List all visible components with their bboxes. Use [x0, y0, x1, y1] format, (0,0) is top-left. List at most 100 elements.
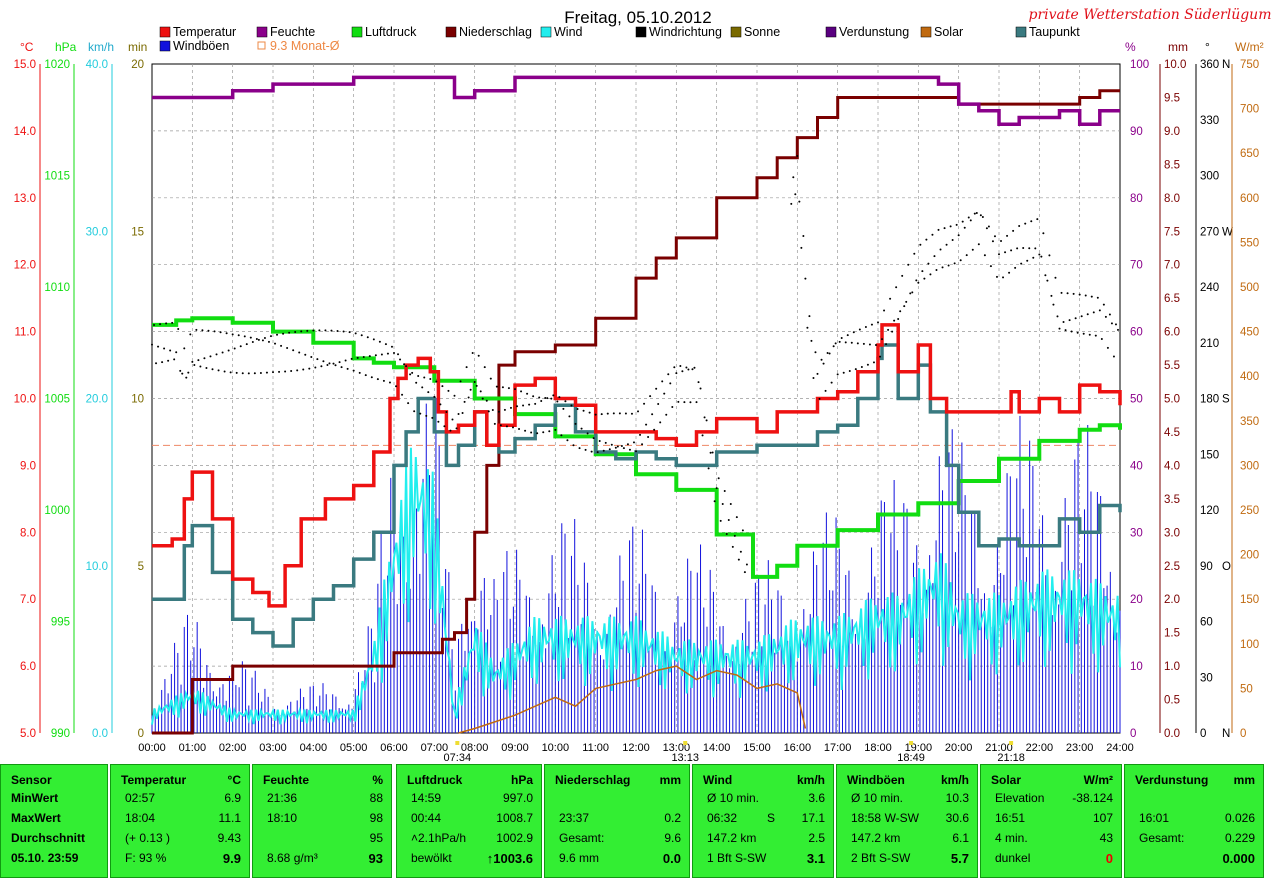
wind-direction-dot: [941, 266, 944, 269]
wind-direction-dot: [895, 286, 898, 289]
wind-direction-dot: [199, 365, 202, 368]
wind-direction-dot: [850, 341, 853, 344]
stats-unit: mm: [1233, 773, 1255, 787]
weather-chart: Freitag, 05.10.2012 private Wetterstatio…: [14, 7, 1272, 762]
wind-direction-dot: [431, 416, 434, 419]
wind-direction-dot: [1034, 247, 1037, 250]
wind-direction-dot: [441, 385, 444, 388]
wind-direction-dot: [421, 386, 424, 389]
wind-direction-dot: [632, 441, 635, 444]
wind-direction-dot: [1080, 315, 1083, 318]
wind-direction-dot: [1072, 292, 1075, 295]
wind-direction-dot: [977, 243, 980, 246]
wind-direction-dot: [852, 331, 855, 334]
x-marker-label: 18:49: [897, 752, 925, 762]
wind-direction-dot: [967, 216, 970, 219]
wind-direction-dot: [1056, 315, 1059, 318]
wind-direction-dot: [437, 420, 440, 423]
stats-row-value: 997.0: [502, 791, 533, 805]
wind-direction-dot: [360, 334, 363, 337]
stats-row-value: 30.6: [945, 811, 969, 825]
sun-unit-label: min: [128, 40, 147, 54]
wind-direction-dot: [505, 425, 508, 428]
wind-direction-dot: [332, 362, 335, 365]
wind-direction-dot: [705, 419, 708, 422]
compass-label: S: [1222, 394, 1230, 406]
solar-tick-label: 650: [1240, 148, 1259, 160]
wind-direction-dot: [241, 372, 244, 375]
wind-direction-dot: [322, 360, 325, 363]
rain-tick-label: 10.0: [1164, 59, 1186, 71]
wind-direction-dot: [1090, 295, 1093, 298]
wind-direction-dot: [657, 402, 660, 405]
hum-unit-label: %: [1125, 40, 1136, 54]
wind-direction-dot: [881, 338, 884, 341]
wind-direction-dot: [308, 367, 311, 370]
legend-label: Windböen: [173, 39, 229, 53]
wind-direction-dot: [338, 361, 341, 364]
x-tick-label: 21:00: [985, 742, 1013, 754]
wind-direction-dot: [544, 396, 547, 399]
wind-direction-dot: [628, 448, 631, 451]
legend-swatch: [920, 26, 932, 38]
wind-direction-dot: [151, 343, 153, 346]
wind-direction-dot: [574, 422, 577, 425]
wind-direction-dot: [554, 428, 557, 431]
wind-direction-dot: [943, 227, 946, 230]
wind-direction-dot: [818, 397, 821, 400]
compass-label: N: [1222, 728, 1230, 740]
wind-direction-dot: [1058, 327, 1061, 330]
wind-direction-dot: [380, 353, 383, 356]
wind-direction-dot: [846, 334, 849, 337]
wind-direction-dot: [372, 338, 375, 341]
legend-swatch: [825, 26, 837, 38]
wind-direction-dot: [348, 331, 351, 334]
wind-direction-dot: [161, 361, 164, 364]
wind-direction-dot: [659, 421, 662, 424]
wind-direction-dot: [1062, 321, 1065, 324]
wind-direction-dot: [193, 363, 196, 366]
wind-direction-dot: [715, 487, 718, 490]
wind-direction-dot: [711, 451, 714, 454]
wind-direction-dot: [267, 340, 270, 343]
wind-direction-dot: [669, 382, 672, 385]
stats-row-label: Elevation: [995, 791, 1045, 805]
stats-row-label: Ø 10 min.: [851, 791, 904, 805]
hum-tick-label: 30: [1130, 527, 1143, 539]
wind-direction-dot: [225, 332, 228, 335]
wind-direction-dot: [925, 238, 928, 241]
wind-direction-dot: [181, 372, 184, 375]
wind-direction-dot: [185, 376, 188, 379]
stats-row-label: MaxWert: [11, 811, 61, 825]
stats-row-label: Gesamt:: [559, 831, 605, 845]
wind-direction-dot: [167, 359, 170, 362]
wind-direction-dot: [935, 268, 938, 271]
wind-direction-dot: [745, 563, 748, 566]
x-tick-label: 22:00: [1026, 742, 1054, 754]
wind-direction-dot: [463, 400, 466, 403]
wind-direction-dot: [449, 429, 452, 432]
wind-direction-dot: [382, 379, 385, 382]
stats-row-label: F: 93 %: [125, 851, 167, 865]
rain-tick-label: 2.0: [1164, 594, 1180, 606]
legend-label: Wind: [554, 25, 583, 39]
wind-direction-dot: [201, 329, 204, 332]
stats-box: Solar W/m² Elevation -38.124 16:51 107 4 min. 4…: [980, 764, 1122, 878]
wind-direction-dot: [1066, 292, 1069, 295]
wind-direction-dot: [253, 372, 256, 375]
stats-row-value: 0.229: [1224, 831, 1255, 845]
rain-tick-label: 0.5: [1164, 695, 1180, 707]
wind-direction-dot: [901, 274, 904, 277]
wind-direction-dot: [511, 426, 514, 429]
wind-direction-dot: [346, 367, 349, 370]
solar-tick-label: 750: [1240, 59, 1259, 71]
rain-tick-label: 4.0: [1164, 460, 1180, 472]
wind-direction-dot: [532, 395, 535, 398]
wind-direction-dot: [885, 343, 888, 346]
wind-direction-dot: [269, 335, 272, 338]
wind-direction-dot: [979, 214, 982, 217]
wind-direction-dot: [473, 380, 476, 383]
wind-direction-dot: [419, 412, 422, 415]
wind-direction-dot: [991, 240, 994, 243]
pressure-line: [152, 316, 1122, 579]
